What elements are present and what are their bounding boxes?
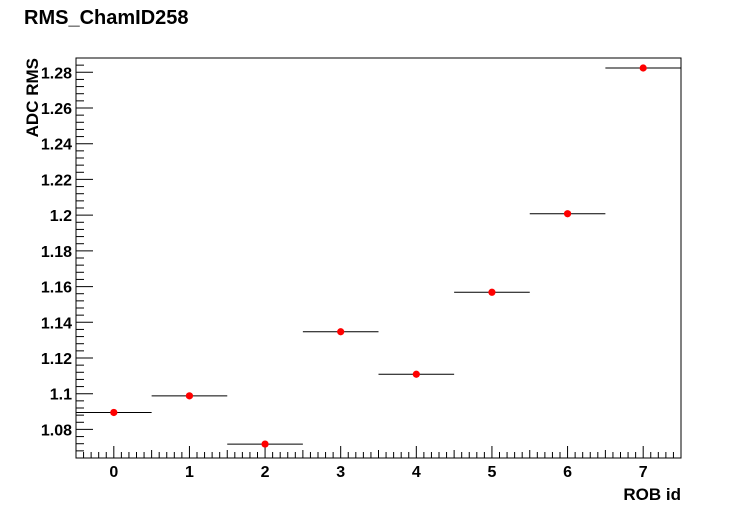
data-point [488, 288, 496, 296]
chart-title: RMS_ChamID258 [24, 7, 189, 29]
x-tick-label: 2 [261, 464, 270, 481]
y-tick-label: 1.2 [50, 208, 72, 225]
y-tick-label: 1.24 [41, 137, 72, 154]
y-tick-label: 1.14 [41, 315, 72, 332]
y-tick-label: 1.22 [41, 172, 72, 189]
data-point [563, 210, 572, 218]
y-tick-label: 1.12 [41, 351, 72, 368]
y-tick-label: 1.08 [41, 422, 72, 439]
y-axis: 1.08 1.1 1.12 1.14 1.16 1.18 1.2 1.22 1.24 1.26 1.… [41, 57, 93, 459]
x-tick-label: 6 [563, 464, 572, 481]
x-axis-label: ROB id [623, 485, 681, 504]
y-tick-label: 1.1 [50, 387, 72, 404]
data-point [639, 64, 647, 72]
y-tick-label: 1.28 [41, 65, 72, 82]
data-point [412, 370, 420, 378]
y-axis-label: ADC RMS [23, 58, 42, 137]
data-point [185, 392, 194, 400]
x-tick-label: 7 [639, 464, 648, 481]
plot-frame [75, 57, 682, 459]
x-tick-label: 0 [109, 464, 118, 481]
x-tick-label: 1 [185, 464, 194, 481]
y-tick-label: 1.26 [41, 101, 72, 118]
data-point [261, 440, 269, 448]
x-tick-label: 4 [412, 464, 421, 481]
data-point [110, 408, 118, 417]
data-marks [76, 64, 681, 448]
y-tick-label: 1.16 [41, 280, 72, 297]
data-point [337, 328, 345, 336]
x-tick-label: 5 [487, 464, 496, 481]
x-axis: 0 1 2 3 4 5 6 7 [75, 446, 682, 481]
x-tick-label: 3 [336, 464, 345, 481]
y-tick-label: 1.18 [41, 244, 72, 261]
